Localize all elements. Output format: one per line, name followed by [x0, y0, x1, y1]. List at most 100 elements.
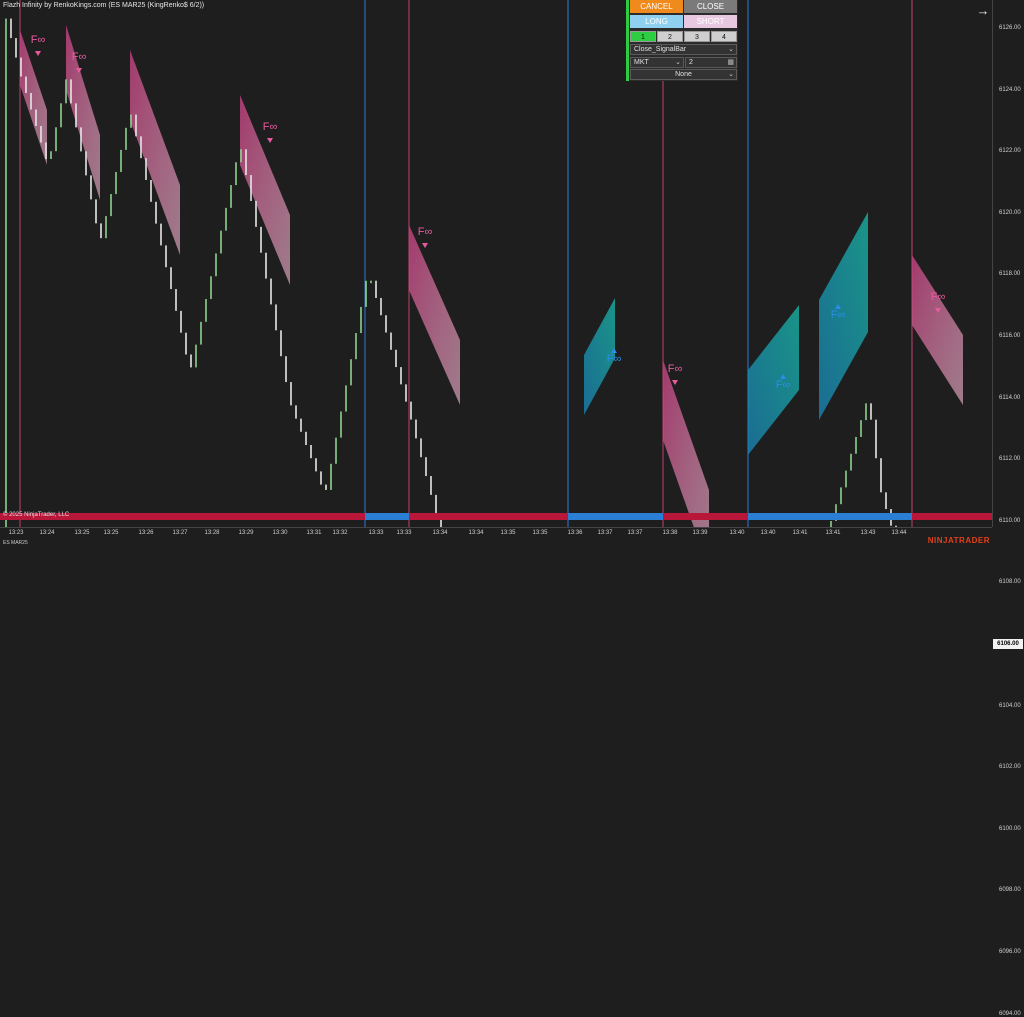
price-chart[interactable]: F∞ F∞ F∞ F∞ F∞ F∞ F∞ F∞ F∞	[0, 0, 992, 527]
price-tick-label: 6104.00	[999, 702, 1021, 709]
time-axis[interactable]: 13:23 13:24 13:25 13:25 13:26 13:27 13:28 13:29…	[0, 527, 992, 549]
time-tick-label: 13:36	[567, 530, 583, 536]
price-bar	[425, 457, 427, 477]
price-bar	[895, 525, 897, 527]
bear-signal-marker: F∞	[931, 291, 946, 313]
price-bar	[130, 114, 132, 128]
time-tick-label: 13:41	[825, 530, 841, 536]
price-tick-label: 6110.00	[999, 517, 1021, 524]
price-bar	[870, 403, 872, 420]
cancel-button[interactable]: CANCEL	[630, 0, 683, 13]
time-tick-label: 13:43	[860, 530, 876, 536]
signal-label: F∞	[931, 291, 946, 303]
quantity-button-2[interactable]: 2	[657, 31, 683, 42]
trend-strip-segment	[568, 513, 663, 520]
price-bar	[50, 151, 52, 159]
price-bar	[430, 476, 432, 495]
order-type-select[interactable]: MKT ⌄	[630, 57, 684, 68]
time-tick-label: 13:30	[272, 530, 288, 536]
price-bar	[115, 171, 117, 195]
price-bar	[350, 359, 352, 386]
bull-signal-marker: F∞	[607, 348, 622, 365]
bull-signal-marker: F∞	[776, 374, 790, 391]
long-button[interactable]: LONG	[630, 15, 683, 28]
close-button[interactable]: CLOSE	[684, 0, 737, 13]
price-bar	[185, 332, 187, 355]
quantity-input-value: 2	[689, 59, 693, 66]
price-bar	[210, 276, 212, 300]
price-bar	[180, 310, 182, 333]
price-bar	[200, 321, 202, 345]
price-bar	[140, 136, 142, 159]
signal-label: F∞	[607, 353, 622, 365]
time-tick-label: 13:40	[729, 530, 745, 536]
chevron-down-icon: ⌄	[728, 46, 734, 53]
spinner-icon[interactable]: ▦	[727, 59, 734, 66]
arrow-right-icon[interactable]: →	[976, 3, 990, 18]
price-tick-label: 6112.00	[999, 456, 1021, 463]
price-tick-label: 6094.00	[999, 1010, 1021, 1017]
price-bar	[20, 57, 22, 77]
price-bar	[160, 223, 162, 246]
price-bar	[840, 487, 842, 505]
bear-signal-zone	[912, 255, 963, 405]
trend-strip-segment	[0, 513, 365, 520]
price-bar	[300, 418, 302, 432]
price-bar	[260, 226, 262, 253]
bear-signal-marker: F∞	[418, 226, 433, 248]
quantity-button-4[interactable]: 4	[711, 31, 737, 42]
price-bar	[245, 149, 247, 176]
price-tick-label: 6114.00	[999, 394, 1021, 401]
time-tick-label: 13:24	[39, 530, 55, 536]
strategy-select[interactable]: None ⌄	[630, 69, 737, 80]
time-tick-label: 13:37	[627, 530, 643, 536]
panel-accent-bar	[626, 0, 629, 81]
price-bar	[170, 267, 172, 290]
price-bar	[60, 103, 62, 128]
bear-signal-zone	[130, 50, 180, 255]
time-tick-label: 13:35	[500, 530, 516, 536]
price-tick-label: 6116.00	[999, 333, 1021, 339]
price-bar	[360, 306, 362, 334]
quantity-button-3[interactable]: 3	[684, 31, 710, 42]
price-bar	[80, 127, 82, 152]
price-bar	[255, 200, 257, 227]
bear-signal-zone	[409, 225, 460, 405]
arrow-up-icon	[780, 374, 786, 379]
time-tick-label: 13:38	[662, 530, 678, 536]
price-bar	[290, 382, 292, 406]
trend-strip-segment	[365, 513, 409, 520]
price-bar	[250, 175, 252, 201]
arrow-down-icon	[935, 308, 941, 313]
price-bar	[45, 142, 47, 159]
chevron-down-icon: ⌄	[675, 59, 681, 66]
price-bar	[225, 207, 227, 231]
price-bar	[265, 252, 267, 279]
trend-strip-segment	[912, 513, 992, 520]
trend-strip-segment	[409, 513, 568, 520]
price-bar	[240, 149, 242, 163]
price-bar	[400, 367, 402, 385]
bull-signal-zone	[748, 305, 799, 455]
price-axis[interactable]: 6126.00 6124.00 6122.00 6120.00 6118.00 6116.…	[992, 0, 1024, 1017]
current-price-marker: 6106.00	[993, 639, 1023, 649]
price-bar	[195, 344, 197, 368]
price-bar	[420, 438, 422, 458]
copyright-text: © 2025 NinjaTrader, LLC	[3, 512, 70, 518]
price-bar	[835, 504, 837, 522]
price-bar	[190, 354, 192, 368]
signal-label: F∞	[31, 34, 46, 46]
time-tick-label: 13:37	[597, 530, 613, 536]
signal-label: F∞	[668, 363, 683, 375]
time-tick-label: 13:32	[332, 530, 348, 536]
price-bar	[220, 230, 222, 254]
signal-bar-select[interactable]: Close_SignalBar ⌄	[630, 44, 737, 55]
price-tick-label: 6102.00	[999, 764, 1021, 771]
price-bar	[355, 333, 357, 360]
quantity-button-1[interactable]: 1	[630, 31, 656, 42]
short-button[interactable]: SHORT	[684, 15, 737, 28]
quantity-input[interactable]: 2 ▦	[685, 57, 737, 68]
signal-label: F∞	[418, 226, 433, 238]
price-bar	[150, 179, 152, 202]
price-bar	[295, 405, 297, 419]
